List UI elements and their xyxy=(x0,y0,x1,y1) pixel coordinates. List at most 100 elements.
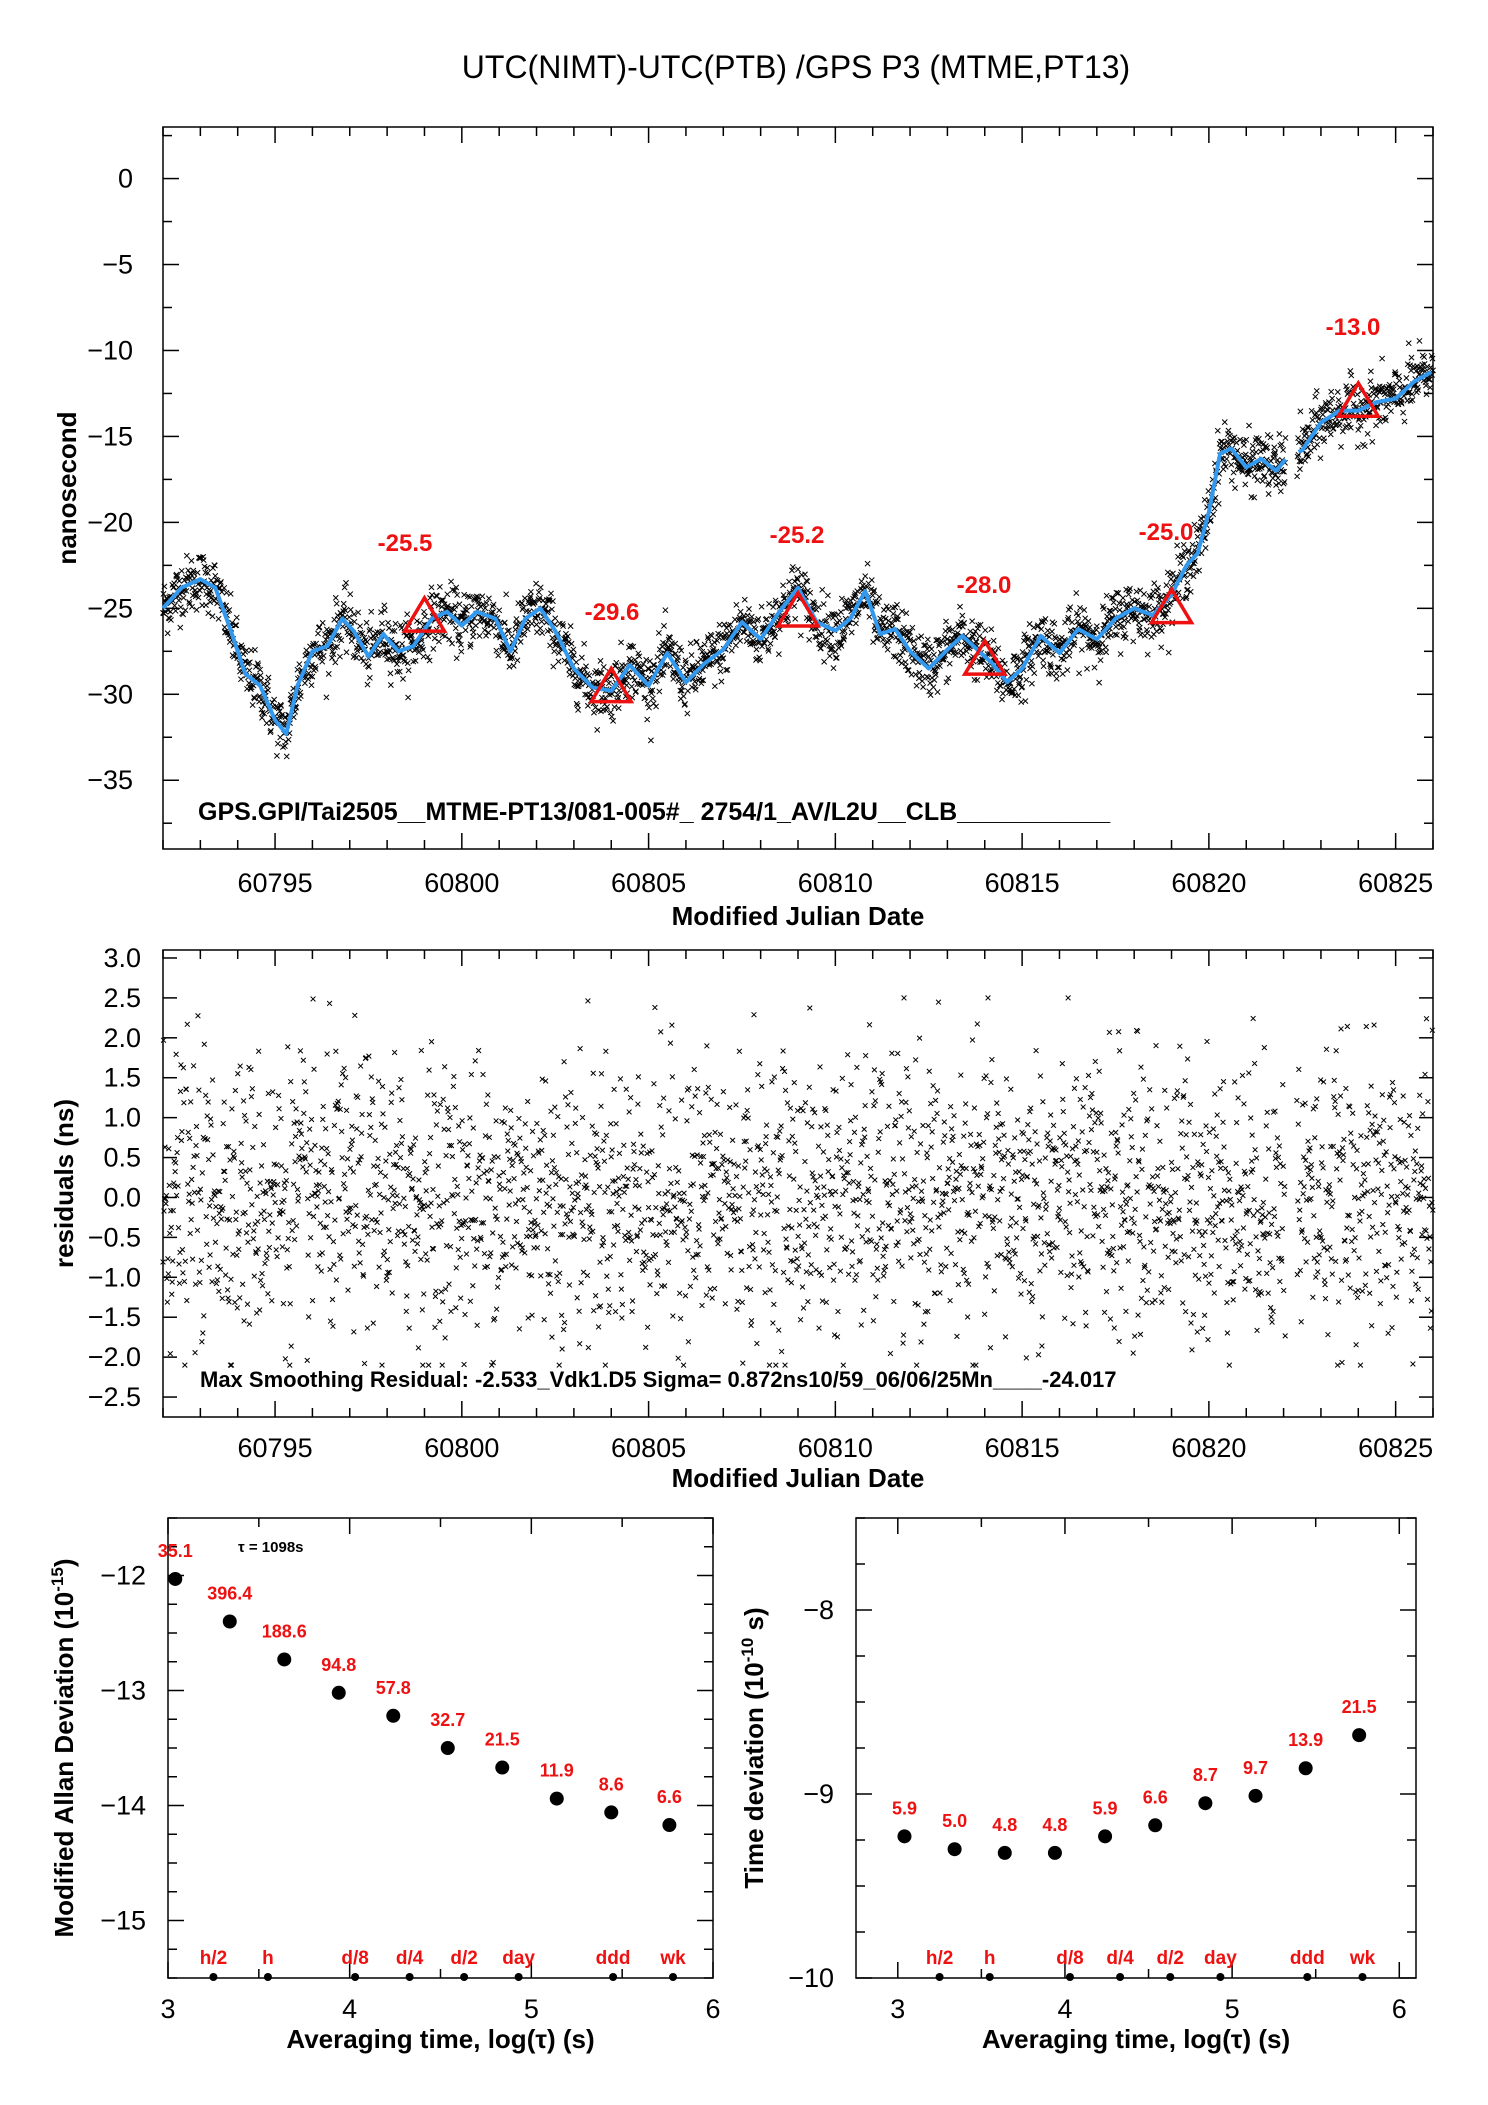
data-point xyxy=(660,669,667,676)
data-point xyxy=(1327,400,1334,407)
data-point xyxy=(483,1101,490,1107)
data-point xyxy=(1135,619,1142,626)
data-point xyxy=(1114,1138,1121,1144)
data-point xyxy=(1184,579,1191,586)
data-point xyxy=(855,1213,861,1219)
data-point xyxy=(623,677,630,684)
data-point xyxy=(1396,377,1403,384)
data-point xyxy=(552,642,559,649)
data-point xyxy=(931,677,938,684)
data-point xyxy=(745,1190,752,1196)
data-point xyxy=(579,1114,586,1121)
data-point xyxy=(771,1301,777,1308)
data-point xyxy=(430,645,437,652)
data-point xyxy=(672,1116,679,1122)
data-point xyxy=(1273,482,1280,489)
data-point xyxy=(457,631,463,638)
data-point xyxy=(533,1195,540,1202)
data-point xyxy=(976,633,983,640)
data-point xyxy=(345,1228,352,1235)
data-point xyxy=(348,1141,355,1148)
data-point xyxy=(192,1281,199,1287)
data-point xyxy=(1251,494,1258,501)
data-point xyxy=(982,1212,988,1219)
data-point xyxy=(758,1083,765,1090)
data-point xyxy=(1146,1087,1153,1093)
data-point xyxy=(552,615,559,622)
data-point xyxy=(352,1223,359,1230)
calibration-marker xyxy=(401,594,448,633)
data-point xyxy=(567,1184,573,1190)
data-point xyxy=(892,1117,899,1123)
data-point xyxy=(1015,692,1022,699)
data-point xyxy=(333,1048,339,1055)
data-point xyxy=(894,601,900,608)
data-point xyxy=(1201,496,1208,503)
data-point xyxy=(549,1158,556,1164)
data-point xyxy=(1028,1298,1035,1305)
data-point xyxy=(1073,1143,1079,1150)
data-point xyxy=(1124,603,1131,610)
data-point xyxy=(565,1102,571,1108)
data-point xyxy=(868,1238,875,1245)
data-point xyxy=(640,1143,647,1149)
data-point xyxy=(881,1246,888,1253)
data-point xyxy=(279,1244,286,1250)
data-point xyxy=(670,1194,677,1200)
data-point xyxy=(194,569,201,576)
data-point xyxy=(614,1222,621,1229)
data-point xyxy=(1280,447,1287,453)
data-point xyxy=(575,1179,582,1185)
data-point xyxy=(294,1186,301,1193)
data-point xyxy=(250,1144,256,1151)
data-point xyxy=(889,1191,896,1198)
data-point xyxy=(188,557,195,564)
data-point xyxy=(647,737,654,744)
data-point xyxy=(770,1150,777,1156)
data-point xyxy=(316,624,323,631)
data-point xyxy=(507,1107,514,1114)
data-point xyxy=(769,1079,775,1085)
data-point xyxy=(827,1188,833,1195)
data-point xyxy=(486,1134,493,1141)
data-point xyxy=(487,622,494,629)
data-point xyxy=(657,1232,663,1238)
data-point xyxy=(167,1350,174,1357)
data-point xyxy=(232,622,239,629)
data-point xyxy=(1046,633,1053,640)
data-point xyxy=(444,591,451,598)
data-point xyxy=(1126,1106,1132,1113)
data-point xyxy=(866,1199,872,1206)
data-point xyxy=(944,1180,951,1186)
data-point xyxy=(236,1228,242,1234)
data-point xyxy=(200,557,207,564)
data-point xyxy=(1075,612,1082,619)
data-point xyxy=(371,1227,377,1234)
data-point xyxy=(932,671,939,678)
data-point xyxy=(270,1192,276,1198)
data-point xyxy=(1039,1314,1046,1320)
data-point xyxy=(1105,1177,1111,1184)
data-point xyxy=(328,1198,334,1205)
data-point xyxy=(525,1315,531,1321)
data-point xyxy=(215,615,222,622)
data-point xyxy=(810,1174,816,1180)
data-point xyxy=(725,622,732,629)
data-point xyxy=(1102,1188,1108,1194)
data-point xyxy=(492,1213,499,1219)
data-point xyxy=(786,1173,793,1179)
data-point xyxy=(732,1192,738,1199)
data-point xyxy=(797,1184,803,1190)
data-point xyxy=(1120,595,1126,601)
data-point xyxy=(904,1228,910,1235)
data-point xyxy=(421,613,428,620)
data-point xyxy=(404,611,411,618)
data-point xyxy=(280,744,286,750)
data-point xyxy=(551,648,558,655)
data-point xyxy=(624,1165,630,1171)
data-point xyxy=(265,1090,272,1097)
data-point xyxy=(931,1116,937,1123)
data-point xyxy=(406,1170,413,1177)
data-point xyxy=(364,1223,370,1230)
data-point xyxy=(563,1176,569,1183)
